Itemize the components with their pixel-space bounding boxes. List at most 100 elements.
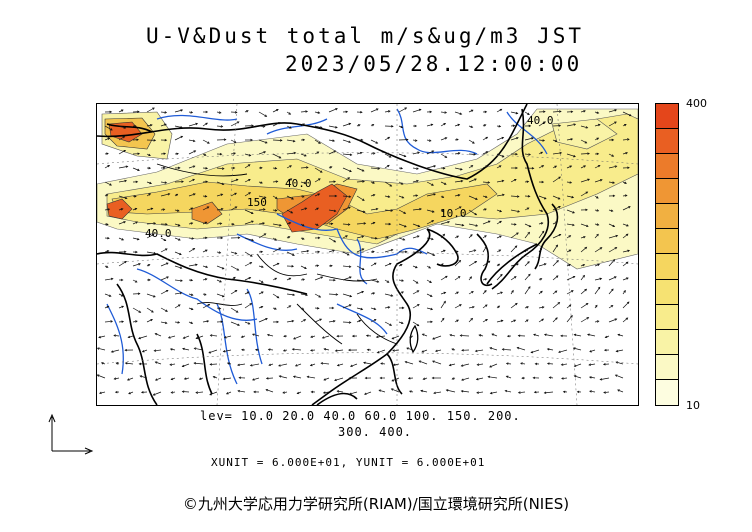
wind-arrow-head xyxy=(457,152,461,155)
wind-arrow-head xyxy=(233,152,237,155)
wind-arrow-head xyxy=(182,336,186,339)
wind-arrow-head xyxy=(138,336,141,340)
wind-arrow-head xyxy=(148,166,152,170)
wind-arrow-head xyxy=(585,126,589,129)
wind-arrow-head xyxy=(596,111,600,114)
wind-arrow xyxy=(482,220,491,225)
wind-arrow-head xyxy=(204,293,207,296)
wind-arrow xyxy=(160,237,166,241)
wind-arrow xyxy=(342,304,352,309)
wind-arrow xyxy=(210,363,218,365)
wind-arrow xyxy=(258,318,268,323)
wind-arrow-head xyxy=(514,223,517,226)
wind-arrow-head xyxy=(484,235,487,238)
wind-arrow-head xyxy=(542,139,546,142)
wind-arrow-head xyxy=(317,236,321,240)
wind-arrow xyxy=(426,181,434,186)
wind-arrow xyxy=(506,363,512,365)
wind-arrow xyxy=(286,251,295,256)
wind-arrow xyxy=(300,265,307,269)
wind-arrow-head xyxy=(387,195,391,198)
wind-arrow xyxy=(188,150,196,155)
wind-arrow-head xyxy=(282,391,286,394)
wind-arrow xyxy=(475,349,484,352)
wind-arrow xyxy=(517,347,526,351)
wind-arrow xyxy=(384,181,392,187)
wind-arrow xyxy=(603,391,610,393)
wind-arrow-head xyxy=(603,391,606,394)
wind-arrow-head xyxy=(459,334,463,337)
wind-arrow-head xyxy=(404,250,408,254)
wind-arrow-head xyxy=(304,207,308,210)
wind-arrow-head xyxy=(627,138,630,141)
wind-arrow-head xyxy=(562,390,566,394)
wind-arrow-head xyxy=(277,122,281,125)
wind-arrow-head xyxy=(599,247,603,250)
wind-arrow xyxy=(482,290,487,295)
wind-arrow-head xyxy=(110,128,113,131)
wind-arrow-head xyxy=(557,197,561,200)
wind-arrow xyxy=(202,122,208,127)
wind-arrow xyxy=(272,223,282,226)
wind-arrow-head xyxy=(122,136,126,139)
wind-arrow xyxy=(496,137,504,141)
wind-arrow xyxy=(258,139,268,144)
wind-arrow-head xyxy=(476,363,480,366)
wind-arrow-head xyxy=(98,335,101,339)
wind-arrow-head xyxy=(404,360,408,364)
wind-arrow-head xyxy=(374,236,378,240)
wind-arrow-head xyxy=(541,180,545,184)
wind-arrow xyxy=(384,209,393,212)
wind-arrow-head xyxy=(527,261,530,264)
wind-arrow-head xyxy=(409,335,412,338)
wind-arrow xyxy=(622,233,629,239)
wind-arrow xyxy=(454,223,464,226)
wind-arrow-head xyxy=(366,348,370,352)
wind-arrow-head xyxy=(475,224,479,227)
wind-arrow xyxy=(323,377,330,381)
wind-arrow-head xyxy=(391,125,394,128)
wind-arrow-head xyxy=(422,377,426,380)
wind-arrow xyxy=(589,376,596,379)
wind-arrow-head xyxy=(558,206,561,209)
wind-arrow xyxy=(258,222,265,225)
wind-arrow xyxy=(482,151,488,155)
wind-arrow xyxy=(342,195,351,198)
wind-arrow xyxy=(594,124,601,127)
wind-arrow-head xyxy=(106,250,110,253)
wind-arrow xyxy=(146,234,154,239)
wind-arrow xyxy=(350,363,358,367)
wind-arrow-head xyxy=(540,151,544,154)
wind-arrow-head xyxy=(362,279,366,282)
wind-arrow xyxy=(342,235,348,239)
wind-arrow-head xyxy=(165,309,168,312)
wind-arrow xyxy=(506,375,512,379)
wind-arrow xyxy=(496,180,504,183)
wind-arrow xyxy=(184,377,190,380)
wind-arrow xyxy=(300,153,307,157)
wind-arrow xyxy=(300,293,308,296)
wind-arrow-head xyxy=(331,306,335,310)
wind-arrow-head xyxy=(539,247,543,250)
wind-arrow-head xyxy=(515,302,518,306)
wind-arrow xyxy=(356,248,364,253)
wind-arrow-head xyxy=(497,305,501,309)
colorbar-swatch xyxy=(656,329,678,355)
wind-arrow-head xyxy=(403,211,407,214)
wind-arrow xyxy=(412,167,419,170)
wind-arrow-head xyxy=(433,193,437,196)
wind-arrow-head xyxy=(107,236,110,240)
wind-arrow-head xyxy=(153,251,157,255)
wind-arrow-head xyxy=(515,152,518,156)
wind-arrow-head xyxy=(597,123,601,127)
wind-arrow xyxy=(195,335,204,339)
wind-arrow xyxy=(489,363,498,368)
wind-arrow xyxy=(432,335,442,340)
dust-map: 40.0 150 40.0 10.0 40.0 xyxy=(96,103,639,406)
wind-arrow-head xyxy=(181,364,185,368)
wind-arrow-head xyxy=(470,165,474,168)
wind-arrow-head xyxy=(433,391,436,395)
wind-arrow xyxy=(216,193,223,197)
wind-arrow-head xyxy=(318,141,321,144)
unit-label: XUNIT = 6.000E+01, YUNIT = 6.000E+01 xyxy=(211,456,486,469)
